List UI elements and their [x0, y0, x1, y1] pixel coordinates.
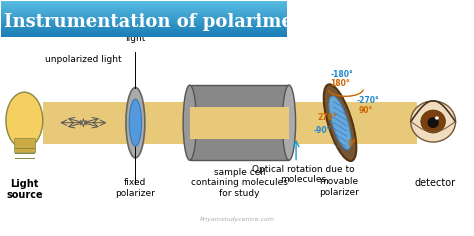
- Bar: [0, 36, 287, 37]
- Bar: [0, 21, 287, 22]
- Bar: [0, 18, 287, 19]
- Bar: [0, 5, 287, 7]
- Text: 180°: 180°: [330, 79, 350, 88]
- Text: detector: detector: [415, 178, 456, 188]
- Bar: [0, 34, 287, 35]
- Bar: [0, 24, 287, 25]
- Bar: [0, 12, 287, 13]
- Ellipse shape: [421, 110, 446, 133]
- Text: -90°: -90°: [314, 126, 331, 135]
- Text: movable
polarizer: movable polarizer: [319, 177, 359, 197]
- Bar: [0, 17, 287, 18]
- Bar: [43, 101, 417, 144]
- Bar: [0, 31, 287, 32]
- Ellipse shape: [324, 84, 356, 161]
- Bar: [0, 15, 287, 17]
- Bar: [0, 2, 287, 3]
- Bar: [0, 25, 287, 26]
- Bar: [0, 35, 287, 36]
- Bar: [0, 1, 287, 2]
- Text: sample cell
containing molecules
for study: sample cell containing molecules for stu…: [191, 168, 288, 198]
- Bar: [14, 138, 35, 152]
- Text: 0°: 0°: [348, 139, 357, 148]
- Ellipse shape: [435, 116, 439, 120]
- Bar: [0, 32, 287, 34]
- Bar: [0, 27, 287, 29]
- Ellipse shape: [6, 92, 43, 148]
- Bar: [0, 20, 287, 21]
- Bar: [0, 29, 287, 30]
- Ellipse shape: [428, 117, 439, 128]
- Text: Instrumentation of polarimetry: Instrumentation of polarimetry: [4, 13, 321, 31]
- Ellipse shape: [129, 99, 142, 146]
- Text: Linearly
polarized
light: Linearly polarized light: [114, 13, 156, 43]
- Text: unpolarized light: unpolarized light: [45, 55, 122, 64]
- Bar: [0, 30, 287, 31]
- Bar: [0, 3, 287, 4]
- Bar: [0, 19, 287, 20]
- Text: fixed
polarizer: fixed polarizer: [116, 178, 155, 198]
- Ellipse shape: [283, 85, 296, 160]
- Text: -180°: -180°: [330, 70, 353, 79]
- Ellipse shape: [410, 101, 456, 142]
- Text: Light
source: Light source: [6, 179, 43, 200]
- Text: Priyamstudycentre.com: Priyamstudycentre.com: [200, 217, 274, 222]
- Ellipse shape: [329, 96, 351, 149]
- Text: -270°: -270°: [357, 96, 380, 105]
- Ellipse shape: [126, 88, 145, 158]
- Bar: [0, 10, 287, 12]
- Bar: [0, 9, 287, 10]
- Bar: [190, 85, 289, 160]
- Bar: [0, 13, 287, 14]
- Bar: [0, 4, 287, 5]
- Bar: [190, 107, 289, 139]
- Text: 270°: 270°: [318, 113, 337, 122]
- Bar: [0, 7, 287, 8]
- Ellipse shape: [183, 85, 196, 160]
- Bar: [0, 26, 287, 27]
- Text: Optical rotation due to
molecules: Optical rotation due to molecules: [252, 165, 355, 184]
- Bar: [0, 14, 287, 15]
- Bar: [0, 8, 287, 9]
- Bar: [0, 22, 287, 24]
- Text: 90°: 90°: [359, 106, 373, 115]
